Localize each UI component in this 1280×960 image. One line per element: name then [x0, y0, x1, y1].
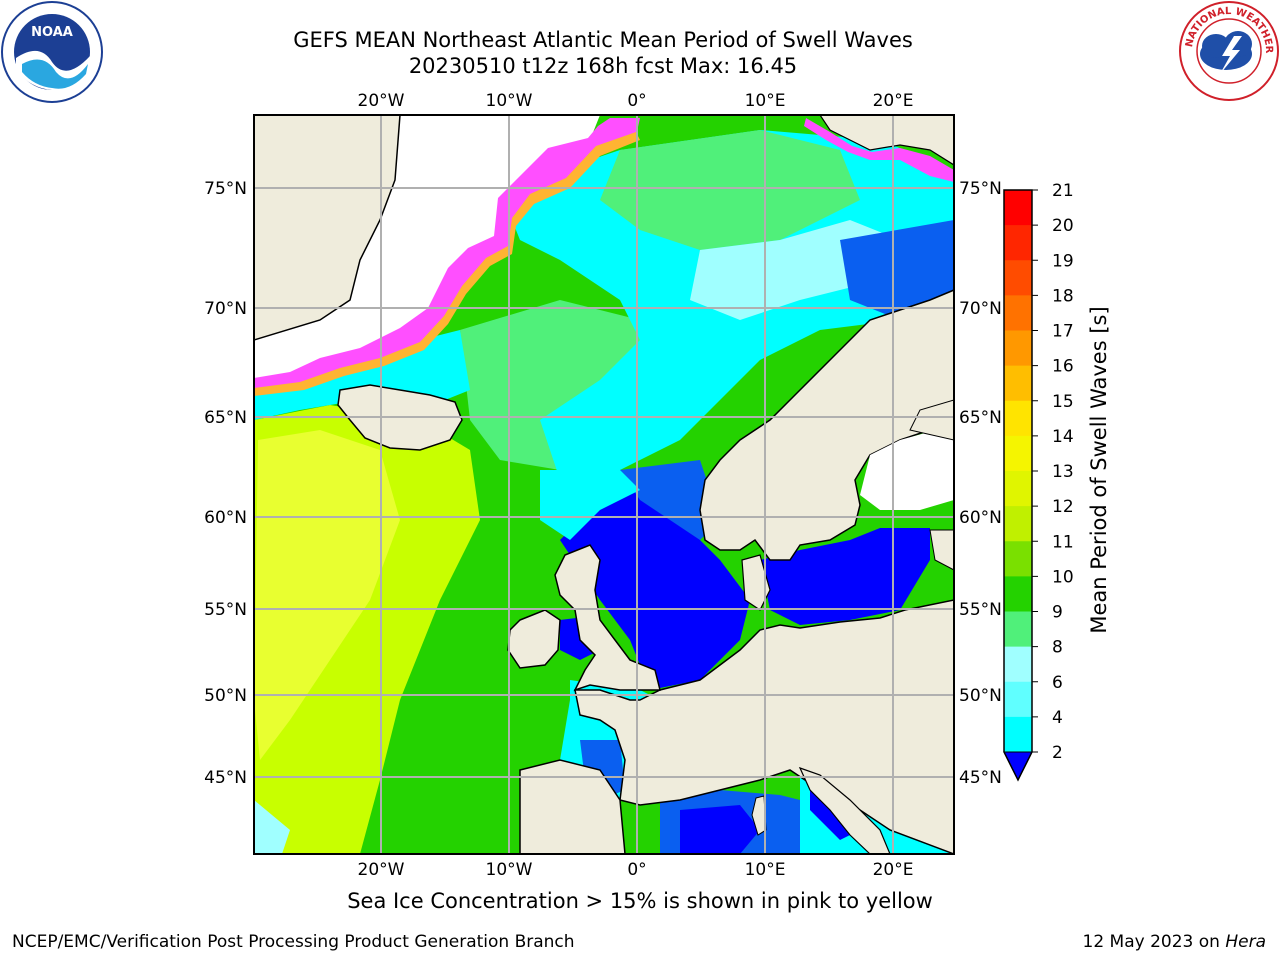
colorbar-tick-label: 8 — [1052, 638, 1063, 658]
lat-label: 55°N — [959, 600, 1002, 620]
iberia-land — [519, 759, 626, 854]
colorbar-ticks: 21 20 19 18 17 16 15 14 13 12 11 10 9 8 6 4 2 — [1032, 181, 1074, 763]
barents-short-swell — [840, 220, 954, 320]
lat-label: 65°N — [959, 408, 1002, 428]
lat-label: 50°N — [959, 686, 1002, 706]
colorbar-segment — [1004, 506, 1032, 542]
colorbar-tick-label: 2 — [1052, 743, 1063, 763]
sea-ice-caption: Sea Ice Concentration > 15% is shown in … — [347, 889, 933, 913]
lat-label: 50°N — [204, 686, 247, 706]
map-plot-area — [254, 115, 954, 854]
north-sea-short-swell — [560, 470, 750, 690]
colorbar-segment — [1004, 646, 1032, 683]
lon-label: 10°W — [486, 91, 533, 111]
noaa-logo-text: NOAA — [31, 25, 73, 40]
colorbar-tick-label: 19 — [1052, 251, 1074, 271]
lat-labels-right: 75°N 70°N 65°N 60°N 55°N 50°N 45°N — [959, 179, 1002, 788]
map-title: GEFS MEAN Northeast Atlantic Mean Period… — [293, 28, 913, 52]
lat-label: 60°N — [959, 508, 1002, 528]
nws-logo: NATIONAL WEATHER SERVICE — [1178, 0, 1279, 101]
lon-label: 10°W — [486, 860, 533, 880]
lat-label: 45°N — [959, 768, 1002, 788]
lon-labels-top: 20°W 10°W 0° 10°E 20°E — [358, 91, 914, 111]
colorbar-segment — [1004, 400, 1032, 437]
colorbar-segment — [1004, 260, 1032, 296]
colorbar — [1003, 189, 1033, 782]
colorbar-tick-label: 17 — [1052, 322, 1074, 342]
colorbar-segment — [1004, 190, 1032, 226]
colorbar-tick-label: 16 — [1052, 357, 1074, 377]
lon-labels-bottom: 20°W 10°W 0° 10°E 20°E — [358, 860, 914, 880]
graticule — [254, 115, 954, 854]
colorbar-tick-label: 14 — [1052, 427, 1074, 447]
footer-date: 12 May 2023 on Hera — [1083, 932, 1267, 952]
colorbar-tick-label: 9 — [1052, 603, 1063, 623]
footer-credit: NCEP/EMC/Verification Post Processing Pr… — [12, 932, 575, 952]
lat-label: 75°N — [959, 179, 1002, 199]
lon-label: 20°W — [358, 860, 405, 880]
lon-label: 20°E — [873, 91, 914, 111]
lon-label: 20°W — [358, 91, 405, 111]
colorbar-segment — [1004, 365, 1032, 402]
footer-date-text: 12 May 2023 on — [1082, 932, 1226, 952]
lon-label: 0° — [627, 91, 646, 111]
colorbar-segment — [1004, 541, 1032, 577]
greenland-land — [254, 115, 401, 341]
colorbar-tick-label: 4 — [1052, 708, 1063, 728]
colorbar-segment — [1004, 225, 1032, 261]
lat-label: 60°N — [204, 508, 247, 528]
baltic-short-swell — [760, 528, 930, 625]
colorbar-segment — [1004, 681, 1032, 718]
map-frame — [253, 114, 955, 855]
lon-label: 10°E — [745, 860, 786, 880]
colorbar-frame — [1003, 189, 1033, 782]
lat-label: 70°N — [204, 299, 247, 319]
colorbar-tick-label: 10 — [1052, 567, 1074, 587]
peak-swell-region — [254, 430, 400, 760]
colorbar-tick-label: 13 — [1052, 462, 1074, 482]
colorbar-tick-label: 12 — [1052, 497, 1074, 517]
lon-label: 10°E — [745, 91, 786, 111]
colorbar-segment — [1004, 330, 1032, 367]
colorbar-tick-label: 15 — [1052, 392, 1074, 412]
map-subtitle: 20230510 t12z 168h fcst Max: 16.45 — [408, 54, 798, 78]
colorbar-segment — [1004, 295, 1032, 331]
colorbar-segment — [1004, 471, 1032, 507]
lat-label: 55°N — [204, 600, 247, 620]
colorbar-tick-label: 11 — [1052, 532, 1074, 552]
lat-label: 75°N — [204, 179, 247, 199]
noaa-logo: NOAA — [1, 1, 103, 103]
sea-ice-edge — [254, 118, 640, 392]
footer-host: Hera — [1225, 932, 1266, 952]
colorbar-label: Mean Period of Swell Waves [s] — [1087, 306, 1111, 633]
lon-label: 0° — [627, 860, 646, 880]
colorbar-tick-label: 6 — [1052, 673, 1063, 693]
colorbar-tick-label: 18 — [1052, 286, 1074, 306]
colorbar-segment — [1004, 576, 1032, 612]
colorbar-segment — [1004, 435, 1032, 472]
italy-land — [798, 766, 891, 854]
colorbar-segment — [1004, 611, 1032, 648]
gulf-of-bothnia — [860, 425, 954, 510]
scandinavia-land — [699, 289, 954, 561]
lat-label: 45°N — [204, 768, 247, 788]
colorbar-segment — [1004, 716, 1032, 753]
lat-label: 70°N — [959, 299, 1002, 319]
lon-label: 20°E — [873, 860, 914, 880]
svalbard-land — [819, 115, 954, 166]
colorbar-tick-label: 20 — [1052, 216, 1074, 236]
colorbar-tick-label: 21 — [1052, 181, 1074, 201]
lat-label: 65°N — [204, 408, 247, 428]
colorbar-extend-arrow — [1003, 751, 1033, 782]
lat-labels-left: 75°N 70°N 65°N 60°N 55°N 50°N 45°N — [204, 179, 247, 788]
